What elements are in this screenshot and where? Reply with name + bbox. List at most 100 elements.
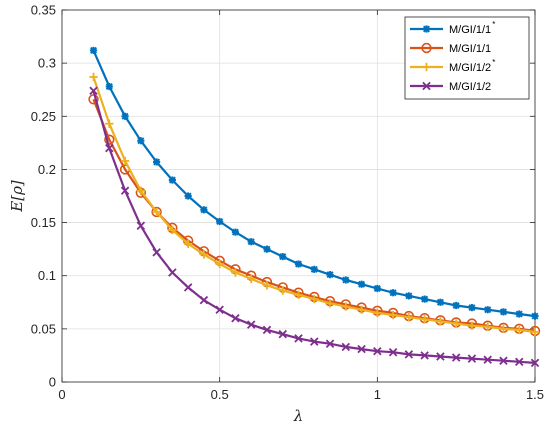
legend-entry: M/GI/1/1* bbox=[410, 20, 495, 36]
marker-stroke bbox=[421, 295, 429, 303]
marker-stroke bbox=[389, 289, 397, 297]
data-point-marker bbox=[530, 358, 540, 368]
data-point-marker bbox=[136, 186, 146, 195]
data-point-marker bbox=[151, 206, 162, 218]
data-point-marker bbox=[342, 276, 350, 284]
data-point-marker bbox=[247, 238, 255, 246]
data-point-marker bbox=[388, 310, 398, 320]
marker-stroke bbox=[373, 346, 382, 356]
y-tick-label: 0.15 bbox=[31, 215, 56, 230]
data-point-marker bbox=[310, 265, 318, 273]
data-point-marker bbox=[404, 312, 414, 322]
marker-stroke bbox=[153, 158, 161, 166]
data-point-marker bbox=[357, 344, 366, 354]
marker-stroke bbox=[215, 305, 224, 314]
marker-stroke bbox=[342, 276, 350, 284]
marker-stroke bbox=[121, 112, 129, 120]
legend-label: M/GI/1/2 bbox=[449, 81, 491, 93]
marker-circle bbox=[151, 206, 162, 218]
marker-stroke bbox=[373, 284, 381, 292]
data-point-marker bbox=[152, 248, 161, 257]
data-point-marker bbox=[421, 42, 432, 54]
data-point-marker bbox=[137, 137, 145, 145]
data-point-marker bbox=[231, 313, 240, 323]
data-point-marker bbox=[373, 346, 382, 356]
legend-entry: M/GI/1/2 bbox=[410, 81, 491, 93]
data-point-marker bbox=[294, 260, 303, 268]
data-point-marker bbox=[105, 119, 114, 128]
marker-stroke bbox=[436, 352, 445, 361]
data-point-marker bbox=[499, 324, 508, 334]
marker-stroke bbox=[183, 283, 193, 292]
marker-stroke bbox=[483, 355, 492, 364]
data-point-marker bbox=[310, 337, 319, 346]
marker-stroke bbox=[200, 206, 208, 214]
marker-stroke bbox=[310, 337, 319, 346]
marker-stroke bbox=[468, 304, 476, 312]
data-point-marker bbox=[467, 354, 477, 363]
marker-stroke bbox=[136, 221, 146, 230]
data-point-marker bbox=[341, 342, 351, 352]
marker-stroke bbox=[168, 268, 177, 277]
marker-stroke bbox=[422, 25, 431, 33]
data-point-marker bbox=[200, 206, 208, 214]
data-point-marker bbox=[420, 315, 429, 324]
data-point-marker bbox=[515, 310, 523, 318]
data-point-marker bbox=[120, 186, 130, 195]
data-point-marker bbox=[294, 290, 303, 300]
marker-stroke bbox=[247, 238, 255, 246]
plot-area-frame bbox=[61, 9, 536, 383]
data-point-marker bbox=[120, 156, 130, 166]
data-point-marker bbox=[422, 62, 431, 72]
marker-stroke bbox=[436, 298, 444, 306]
data-point-marker bbox=[515, 325, 524, 335]
data-point-marker bbox=[404, 350, 414, 359]
data-point-marker bbox=[89, 72, 98, 82]
data-point-marker bbox=[105, 82, 113, 91]
marker-stroke bbox=[199, 295, 209, 305]
series-lines bbox=[88, 46, 541, 368]
marker-stroke bbox=[514, 357, 524, 367]
data-point-marker bbox=[483, 322, 492, 331]
marker-stroke bbox=[422, 81, 431, 91]
marker-stroke bbox=[279, 253, 287, 261]
marker-circle bbox=[421, 42, 432, 54]
data-point-marker bbox=[389, 289, 397, 297]
marker-stroke bbox=[278, 329, 287, 339]
data-point-marker bbox=[184, 192, 192, 200]
data-point-marker bbox=[136, 221, 146, 230]
data-point-marker bbox=[231, 228, 240, 236]
axis-ticks: 0 0.5 1 1.5 0 0.05 0.1 0.15 0.2 0.25 0.3 0.35 bbox=[31, 3, 544, 403]
data-point-marker bbox=[262, 281, 272, 290]
marker-stroke bbox=[216, 217, 224, 226]
data-point-marker bbox=[421, 295, 429, 303]
data-point-marker bbox=[499, 356, 508, 365]
data-point-marker bbox=[279, 252, 287, 261]
y-tick-label: 0.3 bbox=[38, 56, 56, 71]
marker-stroke bbox=[499, 308, 507, 316]
data-point-marker bbox=[530, 327, 540, 337]
data-point-marker bbox=[373, 284, 381, 293]
data-point-marker bbox=[199, 295, 209, 305]
data-point-marker bbox=[262, 325, 272, 335]
series-group bbox=[89, 72, 540, 337]
data-point-marker bbox=[168, 176, 176, 184]
marker-stroke bbox=[358, 280, 366, 288]
marker-stroke bbox=[341, 342, 351, 352]
data-point-marker bbox=[451, 353, 461, 362]
y-axis-title: E[ρ] bbox=[8, 180, 26, 213]
y-tick-label: 0.05 bbox=[31, 321, 56, 336]
marker-stroke bbox=[530, 358, 540, 368]
data-point-marker bbox=[231, 268, 240, 277]
marker-stroke bbox=[262, 325, 272, 335]
y-tick-label: 0.2 bbox=[38, 162, 56, 177]
data-point-marker bbox=[121, 112, 129, 120]
data-point-marker bbox=[105, 143, 114, 153]
legend-label: M/GI/1/1 bbox=[449, 43, 491, 55]
y-tick-label: 0.1 bbox=[38, 268, 56, 283]
y-tick-label: 0.35 bbox=[31, 3, 56, 18]
marker-stroke bbox=[388, 348, 398, 357]
data-point-marker bbox=[436, 317, 445, 326]
legend-superscript: * bbox=[492, 58, 495, 67]
